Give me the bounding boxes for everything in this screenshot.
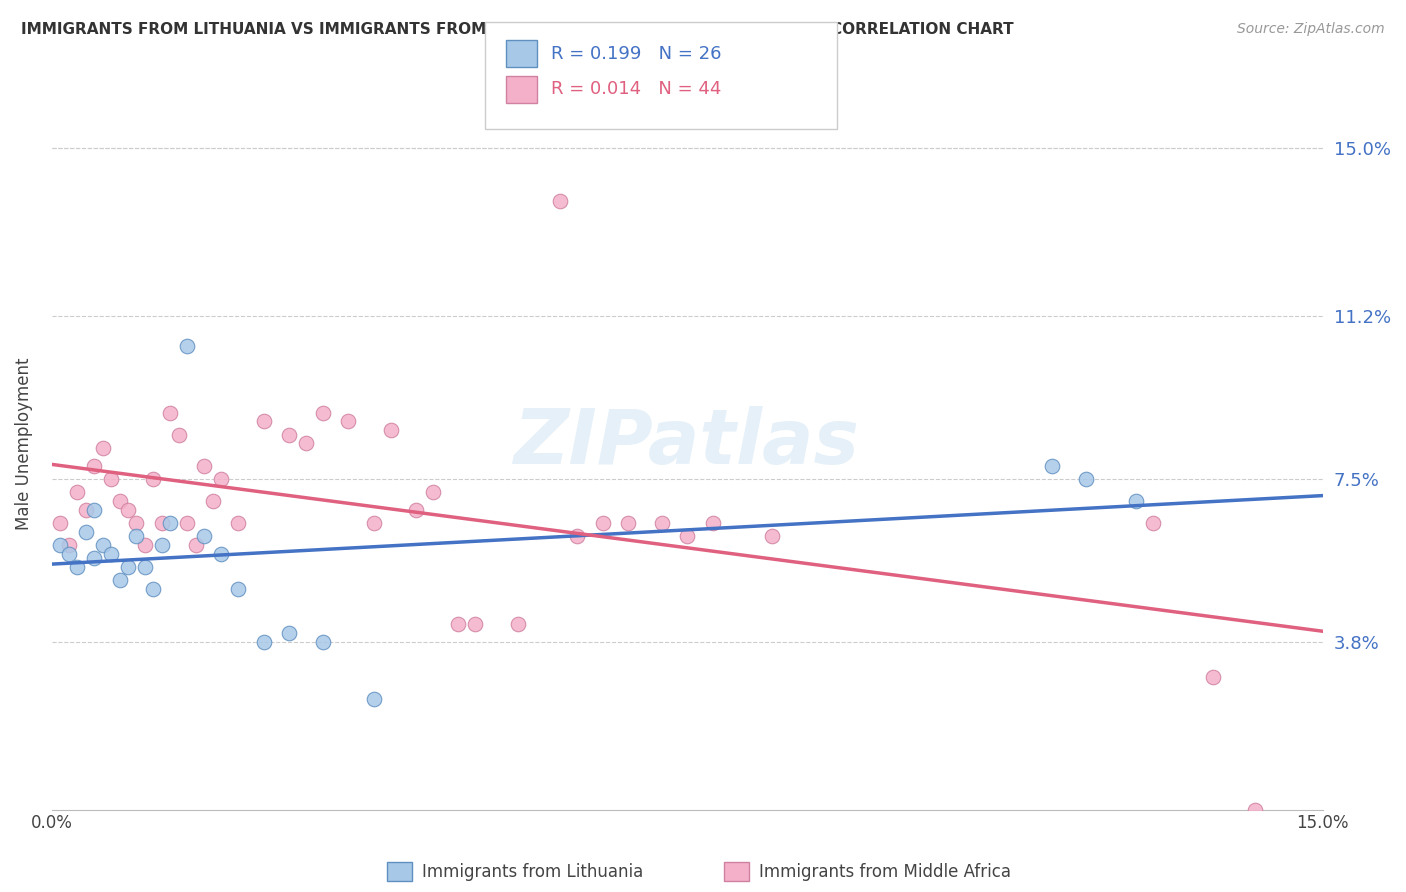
Text: R = 0.014   N = 44: R = 0.014 N = 44 (551, 80, 721, 98)
Point (91, 538, 114, 552)
Point (108, 493, 131, 508)
Point (176, 339, 198, 353)
Point (75, 502, 97, 516)
Point (193, 458, 215, 473)
Point (312, 406, 335, 420)
Point (159, 406, 181, 420)
Point (134, 538, 156, 552)
Point (125, 516, 148, 530)
Point (226, 582, 249, 596)
Point (1244, 803, 1267, 817)
Point (66, 485, 89, 500)
Point (1074, 472, 1097, 486)
Point (1142, 516, 1164, 530)
Point (226, 516, 249, 530)
Point (548, 194, 571, 208)
Point (125, 529, 148, 543)
Point (337, 414, 360, 428)
Point (380, 423, 402, 437)
Text: R = 0.199   N = 26: R = 0.199 N = 26 (551, 45, 721, 62)
Point (75, 524, 97, 539)
Point (506, 617, 529, 632)
Point (252, 635, 274, 649)
Point (83, 502, 105, 516)
Point (422, 485, 444, 500)
Point (295, 436, 318, 450)
Point (209, 547, 232, 561)
Point (58, 547, 80, 561)
Point (363, 516, 385, 530)
Point (100, 472, 122, 486)
Point (83, 551, 105, 566)
Point (464, 617, 486, 632)
Point (117, 502, 139, 516)
Point (134, 560, 156, 574)
Point (142, 472, 165, 486)
Point (150, 538, 173, 552)
Point (150, 516, 173, 530)
Point (209, 472, 232, 486)
Point (278, 427, 301, 442)
Text: Source: ZipAtlas.com: Source: ZipAtlas.com (1237, 22, 1385, 37)
Point (676, 529, 699, 543)
Point (447, 617, 470, 632)
Point (49, 538, 72, 552)
Point (83, 458, 105, 473)
Point (363, 692, 385, 706)
Point (592, 516, 614, 530)
Text: Immigrants from Lithuania: Immigrants from Lithuania (422, 863, 643, 881)
Point (565, 529, 588, 543)
Point (49, 516, 72, 530)
Point (91, 441, 114, 455)
Point (66, 560, 89, 574)
Point (312, 635, 335, 649)
Point (142, 582, 165, 596)
Point (1040, 458, 1063, 473)
Text: Immigrants from Middle Africa: Immigrants from Middle Africa (759, 863, 1011, 881)
Y-axis label: Male Unemployment: Male Unemployment (15, 357, 32, 530)
Text: ZIPatlas: ZIPatlas (515, 407, 860, 481)
Text: IMMIGRANTS FROM LITHUANIA VS IMMIGRANTS FROM MIDDLE AFRICA MALE UNEMPLOYMENT COR: IMMIGRANTS FROM LITHUANIA VS IMMIGRANTS … (21, 22, 1014, 37)
Point (193, 529, 215, 543)
Point (100, 547, 122, 561)
Point (167, 427, 190, 442)
Point (1201, 670, 1223, 684)
Point (405, 502, 427, 516)
Point (761, 529, 783, 543)
Point (108, 573, 131, 587)
Point (1125, 493, 1147, 508)
Point (176, 516, 198, 530)
Point (252, 414, 274, 428)
Point (617, 516, 640, 530)
Point (278, 626, 301, 640)
Point (159, 516, 181, 530)
Point (651, 516, 673, 530)
Point (184, 538, 207, 552)
Point (201, 493, 224, 508)
Point (117, 560, 139, 574)
Point (58, 538, 80, 552)
Point (702, 516, 724, 530)
